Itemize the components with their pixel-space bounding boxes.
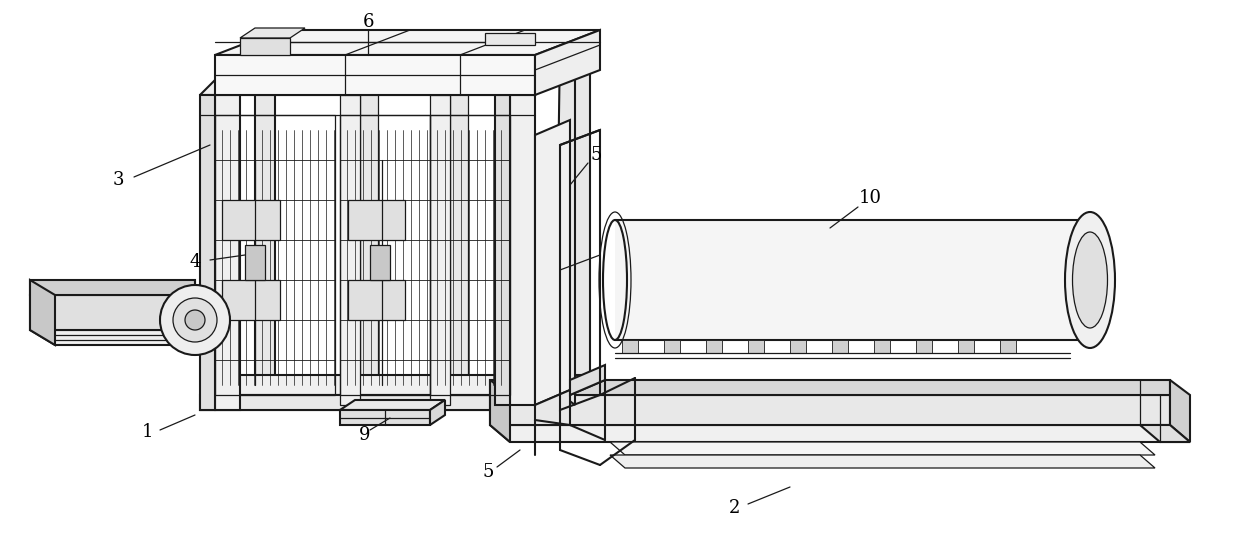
Polygon shape [570, 45, 590, 375]
Polygon shape [245, 245, 265, 280]
Polygon shape [664, 340, 680, 353]
Polygon shape [216, 95, 240, 410]
Polygon shape [873, 340, 890, 353]
Polygon shape [958, 340, 974, 353]
Polygon shape [1000, 340, 1016, 353]
Polygon shape [222, 200, 280, 240]
Polygon shape [790, 340, 807, 353]
Polygon shape [240, 38, 290, 55]
Text: 2: 2 [730, 499, 741, 517]
Polygon shape [339, 95, 361, 405]
Polygon shape [916, 340, 932, 353]
Polygon shape [199, 60, 570, 95]
Polygon shape [489, 395, 1170, 425]
Polygon shape [339, 410, 430, 425]
Polygon shape [450, 60, 468, 390]
Polygon shape [489, 380, 1170, 395]
Circle shape [160, 285, 230, 355]
Text: 5: 5 [482, 463, 493, 481]
Text: 6: 6 [362, 13, 374, 31]
Text: 9: 9 [359, 426, 370, 444]
Polygon shape [570, 365, 605, 395]
Circle shape [173, 298, 217, 342]
Polygon shape [30, 280, 55, 345]
Polygon shape [30, 330, 221, 345]
Polygon shape [489, 380, 510, 442]
Polygon shape [222, 280, 280, 320]
Polygon shape [622, 340, 638, 353]
Polygon shape [199, 395, 535, 410]
Polygon shape [535, 30, 600, 95]
Polygon shape [535, 120, 570, 405]
Ellipse shape [1073, 232, 1108, 328]
Polygon shape [30, 295, 195, 330]
Text: 1: 1 [142, 423, 154, 441]
Polygon shape [535, 390, 570, 425]
Polygon shape [484, 33, 535, 45]
Text: 4: 4 [190, 253, 201, 271]
Polygon shape [348, 280, 405, 320]
Polygon shape [555, 45, 595, 405]
Polygon shape [216, 30, 600, 55]
Polygon shape [748, 340, 764, 353]
Polygon shape [615, 220, 1090, 340]
Text: 5: 5 [590, 146, 602, 164]
Polygon shape [216, 55, 535, 95]
Polygon shape [348, 200, 405, 240]
Polygon shape [430, 95, 450, 405]
Text: 3: 3 [113, 171, 124, 189]
Polygon shape [370, 245, 390, 280]
Polygon shape [489, 425, 1189, 442]
Circle shape [185, 310, 204, 330]
Polygon shape [339, 400, 445, 410]
Polygon shape [510, 95, 535, 405]
Polygon shape [240, 28, 305, 38]
Polygon shape [1140, 425, 1189, 442]
Polygon shape [706, 340, 722, 353]
Polygon shape [610, 455, 1155, 468]
Polygon shape [1170, 380, 1189, 442]
Text: 10: 10 [859, 189, 881, 207]
Ellipse shape [1066, 212, 1115, 348]
Polygon shape [199, 390, 570, 410]
Polygon shape [496, 95, 510, 405]
Polygon shape [610, 442, 1155, 455]
Polygon shape [30, 280, 195, 295]
Polygon shape [199, 95, 216, 410]
Polygon shape [535, 375, 570, 410]
Polygon shape [255, 60, 275, 390]
Polygon shape [199, 375, 570, 395]
Polygon shape [361, 60, 378, 390]
Polygon shape [430, 400, 445, 425]
Polygon shape [833, 340, 847, 353]
Polygon shape [255, 45, 595, 60]
